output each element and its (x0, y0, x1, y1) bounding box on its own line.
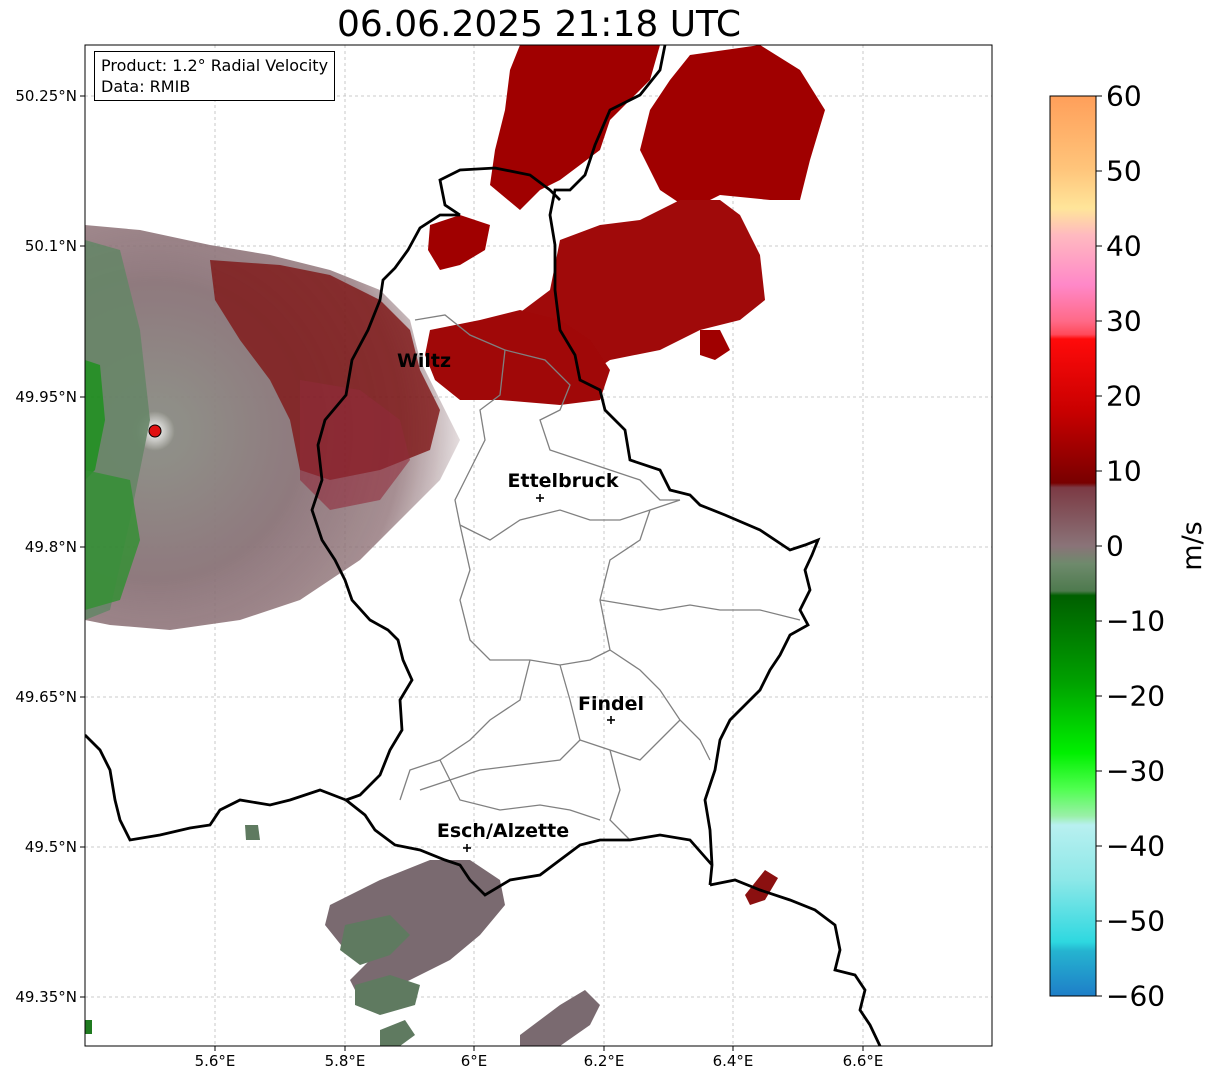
city-label-esch: Esch/Alzette (436, 820, 570, 842)
city-markers (463, 494, 615, 852)
data-source-label: Data: RMIB (101, 77, 191, 96)
colorbar-tick-50: 50 (1106, 154, 1142, 188)
lon-label-6-6: 6.6°E (842, 1052, 884, 1070)
colorbar-unit-label: m/s (1177, 521, 1207, 571)
colorbar-tick-0: 0 (1106, 529, 1124, 563)
lat-label-50-1: 50.1°N (24, 237, 77, 255)
lon-label-6-4: 6.4°E (712, 1052, 754, 1070)
colorbar-tick-neg60: −60 (1106, 979, 1166, 1013)
lat-label-49-35: 49.35°N (15, 988, 77, 1006)
colorbar-tick-60: 60 (1106, 79, 1142, 113)
product-label: Product: 1.2° Radial Velocity (101, 56, 329, 75)
colorbar-tick-20: 20 (1106, 379, 1142, 413)
colorbar-tick-30: 30 (1106, 304, 1142, 338)
lon-label-5-6: 5.6°E (194, 1052, 236, 1070)
city-label-wiltz: Wiltz (396, 350, 452, 372)
colorbar-tick-neg30: −30 (1106, 754, 1166, 788)
lat-label-49-65: 49.65°N (15, 688, 77, 706)
lat-label-49-95: 49.95°N (15, 388, 77, 406)
lat-label-49-5: 49.5°N (24, 838, 77, 856)
plot-frame (84, 44, 993, 1047)
lon-label-6-2: 6.2°E (583, 1052, 625, 1070)
velocity-echo-north (425, 45, 825, 405)
velocity-echo-south (85, 825, 778, 1046)
city-label-ettelbruck: Ettelbruck (507, 470, 619, 492)
colorbar-tick-neg10: −10 (1106, 604, 1166, 638)
colorbar-tick-neg20: −20 (1106, 679, 1166, 713)
lat-label-49-8: 49.8°N (24, 538, 77, 556)
lon-label-5-8: 5.8°E (324, 1052, 366, 1070)
map-title: 06.06.2025 21:18 UTC (336, 4, 742, 45)
national-borders (85, 45, 882, 1046)
district-boundaries (399, 314, 801, 841)
colorbar-tick-neg40: −40 (1106, 829, 1166, 863)
product-info-box: Product: 1.2° Radial Velocity Data: RMIB (94, 51, 336, 101)
colorbar-tick-neg50: −50 (1106, 904, 1166, 938)
lon-label-6: 6°E (460, 1052, 488, 1070)
lat-label-50-25: 50.25°N (15, 87, 77, 105)
velocity-echo-west (85, 225, 460, 630)
colorbar (1049, 95, 1097, 997)
colorbar-tick-40: 40 (1106, 229, 1142, 263)
colorbar-tick-10: 10 (1106, 454, 1142, 488)
radar-site-marker (148, 424, 162, 438)
city-label-findel: Findel (577, 693, 645, 715)
